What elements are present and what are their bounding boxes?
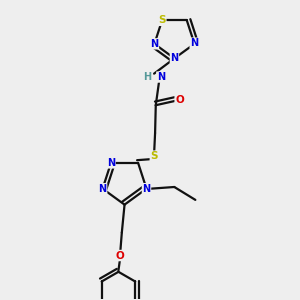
Text: N: N	[170, 53, 178, 63]
Text: N: N	[190, 39, 199, 49]
Text: S: S	[150, 151, 158, 161]
Text: O: O	[116, 250, 124, 260]
Text: N: N	[150, 39, 158, 49]
Text: N: N	[190, 38, 199, 48]
Text: N: N	[107, 158, 115, 168]
Text: N: N	[157, 72, 165, 82]
Text: S: S	[158, 15, 166, 25]
Text: N: N	[142, 184, 151, 194]
Text: H: H	[143, 72, 151, 82]
Text: N: N	[98, 184, 107, 194]
Text: O: O	[175, 95, 184, 105]
